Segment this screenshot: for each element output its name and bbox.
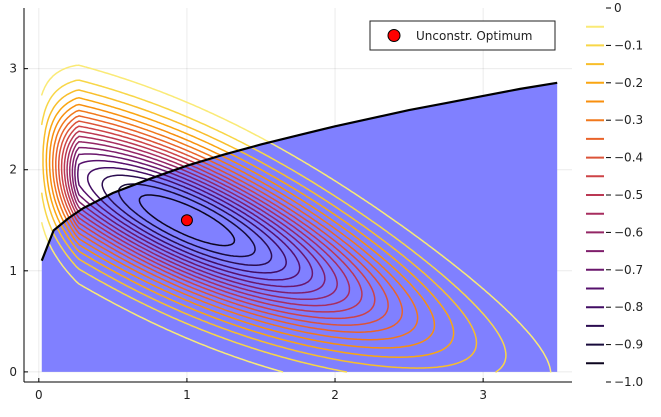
colorbar-ticks: 0 −0.1 −0.2 −0.3 −0.4 −0.5 −0.6 −0.7 −0.8 −0.9 −1.…	[606, 1, 643, 389]
colorbar-tick-label-2: −0.2	[614, 76, 643, 90]
optimum-layer	[180, 214, 193, 227]
legend-marker-optimum	[387, 29, 401, 42]
contour-line-7	[69, 140, 338, 301]
colorbar-tick-label-6: −0.6	[614, 225, 643, 239]
legend-label-optimum: Unconstr. Optimum	[416, 29, 532, 43]
colorbar-tick-label-0: 0	[614, 1, 622, 15]
legend-box	[369, 20, 556, 51]
colorbar-tick-label-3: −0.3	[614, 113, 643, 127]
constraint-boundary	[40, 81, 558, 262]
x-tick-label-0: 0	[35, 388, 43, 402]
axes	[23, 8, 572, 383]
colorbar-tick-label-8: −0.8	[614, 300, 643, 314]
contour-line-13	[51, 109, 419, 341]
contour-line-5	[74, 153, 314, 288]
y-tick-label-0: 0	[9, 365, 17, 379]
colorbar-tick-label-4: −0.4	[614, 151, 643, 165]
x-tick-label-1: 1	[183, 388, 191, 402]
contour-line-18	[41, 64, 552, 373]
contour-line-15	[45, 97, 455, 358]
y-axis-ticks: 0 1 2 3	[9, 62, 28, 379]
contour-line-11	[57, 120, 389, 326]
contour-line-12	[55, 115, 404, 333]
contour-line-1	[117, 183, 256, 258]
colorbar-tick-label-7: −0.7	[614, 263, 643, 277]
x-tick-label-3: 3	[479, 388, 487, 402]
contour-line-9	[63, 130, 363, 313]
contours-layer	[41, 64, 552, 373]
contour-line-6	[71, 146, 326, 294]
constraint-boundary-layer	[40, 81, 558, 262]
contour-line-8	[66, 135, 351, 307]
optimum-point	[180, 214, 193, 227]
y-tick-label-2: 2	[9, 163, 17, 177]
colorbar	[586, 25, 604, 365]
contour-line-10	[60, 125, 376, 320]
colorbar-tick-label-10: −1.0	[614, 375, 643, 389]
colorbar-tick-label-9: −0.9	[614, 338, 643, 352]
contour-line-17	[41, 79, 507, 373]
colorbar-tick-label-1: −0.1	[614, 38, 643, 52]
colorbar-tick-label-5: −0.5	[614, 188, 643, 202]
contour-line-0	[138, 194, 236, 247]
legend: Unconstr. Optimum	[369, 20, 556, 51]
y-tick-label-1: 1	[9, 264, 17, 278]
x-tick-label-2: 2	[331, 388, 339, 402]
y-tick-label-3: 3	[9, 62, 17, 76]
contour-line-4	[77, 159, 301, 281]
x-axis-ticks: 0 1 2 3	[35, 378, 487, 402]
